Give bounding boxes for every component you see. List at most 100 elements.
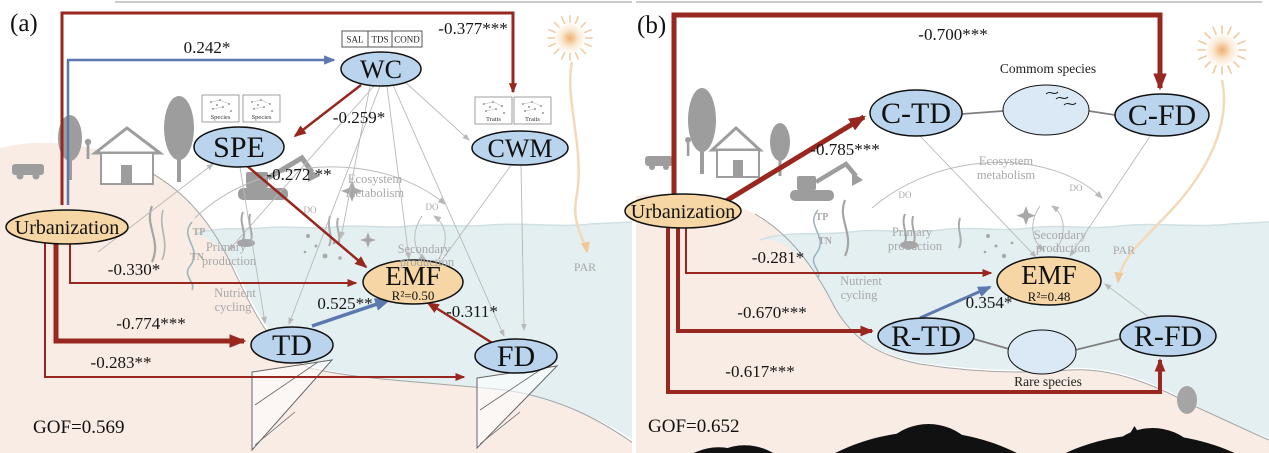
sun-icon xyxy=(1197,25,1247,75)
scene-label-a-3: DO xyxy=(426,202,439,212)
indicator-net-icon xyxy=(210,99,230,110)
gray-link-b-1 xyxy=(1069,134,1152,257)
common-species-icons xyxy=(1045,91,1077,106)
node-b-Urbanization xyxy=(624,193,742,229)
house-icon xyxy=(708,125,764,178)
gray-link-a-8 xyxy=(520,164,527,332)
indicator-cell xyxy=(391,30,423,48)
indicator-dot-icon xyxy=(271,110,273,112)
par-arrow xyxy=(568,61,590,254)
path-b-urban-to-rtd xyxy=(676,228,874,337)
path-a-urban-to-cwm xyxy=(60,11,518,205)
star-icon xyxy=(360,232,376,248)
node-label-CWM: CWM xyxy=(488,134,553,163)
par-arrow xyxy=(1114,79,1226,284)
gray-link-a-2 xyxy=(386,85,412,260)
seaweed-icon xyxy=(161,209,166,261)
indicator-dot-icon xyxy=(503,112,505,114)
node-label-EMF: EMF xyxy=(1021,260,1077,290)
node-label-SPE: SPE xyxy=(213,131,265,164)
node-label-Urbanization: Urbanization xyxy=(15,217,119,239)
indicator-cell-label: COND xyxy=(394,35,420,45)
coef-b-urban-to-emf: -0.281* xyxy=(752,248,804,267)
coef-a-spe-to-emf: -0.272 ** xyxy=(266,165,331,184)
do-cycle-icon xyxy=(1051,205,1064,251)
car-icon xyxy=(12,164,44,175)
path-b-urban-to-rfd xyxy=(666,228,1166,394)
node-r2-EMF: R²=0.48 xyxy=(1028,289,1071,304)
scene-label-a-10: Nutrient xyxy=(214,286,256,300)
indicator-dot-icon xyxy=(257,104,259,106)
path-b-urban-to-cfd xyxy=(671,12,1167,194)
algae-icon xyxy=(900,241,918,249)
node-a-TD xyxy=(250,326,334,364)
indicator-box-label: Species xyxy=(252,114,272,121)
scene-label-a-4: TP xyxy=(193,227,206,238)
indicator-box-label: Traits xyxy=(525,116,540,123)
node-a-FD xyxy=(474,338,558,374)
car-icon xyxy=(645,156,673,166)
seaweed-icon xyxy=(841,199,850,257)
tree-icon xyxy=(770,123,790,161)
urban-scene-a xyxy=(12,96,320,200)
scene-label-a-7: production xyxy=(202,254,257,268)
gray-link-a-1 xyxy=(288,85,381,325)
scene-label-a-11: cycling xyxy=(215,300,253,314)
path-a-urban-to-fd xyxy=(44,243,466,381)
plankton-icon xyxy=(983,206,1036,259)
coef-a-fd-to-emf: -0.311* xyxy=(446,302,498,321)
scene-label-b-9: production xyxy=(888,239,943,253)
gray-link-b-4 xyxy=(1088,110,1116,116)
path-a-spe-to-emf xyxy=(245,164,368,269)
indicator-net-icon xyxy=(251,99,271,110)
plankton-icon xyxy=(303,180,376,260)
node-a-Urbanization xyxy=(5,209,129,245)
scene-label-a-9: production xyxy=(400,255,455,269)
gray-link-b-0 xyxy=(919,135,1037,258)
waterline-a xyxy=(195,221,634,235)
coef-a-urban-to-td: -0.774*** xyxy=(116,314,185,333)
gray-link-b-2 xyxy=(1104,283,1151,319)
path-a-urban-to-wc xyxy=(66,55,336,205)
node-label-WC: WC xyxy=(360,55,402,84)
star-icon xyxy=(341,180,363,202)
path-b-urban-to-ctd xyxy=(724,114,867,204)
node-a-CWM xyxy=(471,130,569,166)
gray-link-b-3 xyxy=(961,110,1004,115)
scene-label-b-10: Secondary xyxy=(1034,228,1088,242)
algae-icon xyxy=(237,239,255,247)
do-cycle-icon xyxy=(1032,205,1045,251)
coef-b-urban-to-rtd: -0.670*** xyxy=(737,303,806,322)
scene-label-b-7: TN xyxy=(818,236,833,247)
node-label-EMF: EMF xyxy=(385,261,441,291)
scene-label-b-3: metabolism xyxy=(977,168,1036,182)
coef-b-urban-to-ctd: -0.785*** xyxy=(810,140,879,159)
node-r2-EMF: R²=0.50 xyxy=(392,288,435,303)
sun-icon xyxy=(547,15,593,61)
do-cycle-icon xyxy=(414,215,427,261)
scene-label-b-8: Primary xyxy=(892,225,933,239)
scene-label-a-12: PAR xyxy=(574,260,596,274)
coef-a-urban-to-fd: -0.283** xyxy=(91,353,152,372)
aquatic-scene-b xyxy=(812,161,1197,414)
path-a-fd-to-emf xyxy=(426,301,495,346)
scene-label-a-6: Primary xyxy=(206,240,247,254)
urban-scene-b xyxy=(645,88,863,201)
indicator-net-icon xyxy=(483,101,503,112)
person-icon xyxy=(84,138,92,146)
panel-label-b: (b) xyxy=(637,12,666,39)
coef-b-rtd-to-emf: 0.354* xyxy=(966,293,1013,312)
node-label-Urbanization: Urbanization xyxy=(631,201,735,223)
scene-label-a-0: Ecosystem xyxy=(348,172,402,186)
path-a-urban-to-emf xyxy=(69,243,358,287)
coef-a-urban-to-wc: 0.242* xyxy=(184,38,231,57)
water-b xyxy=(760,222,1269,438)
waterplant-icon xyxy=(957,217,962,249)
node-label-R-FD: R-FD xyxy=(1134,320,1202,353)
node-b-common-species-group xyxy=(1002,84,1090,136)
scene-label-b-12: Nutrient xyxy=(840,274,882,288)
indicator-cell-label: SAL xyxy=(346,35,363,45)
coef-b-urban-to-rfd: -0.617*** xyxy=(725,362,794,381)
node-label-FD: FD xyxy=(497,340,535,373)
gof-value-a: GOF=0.569 xyxy=(33,417,124,438)
